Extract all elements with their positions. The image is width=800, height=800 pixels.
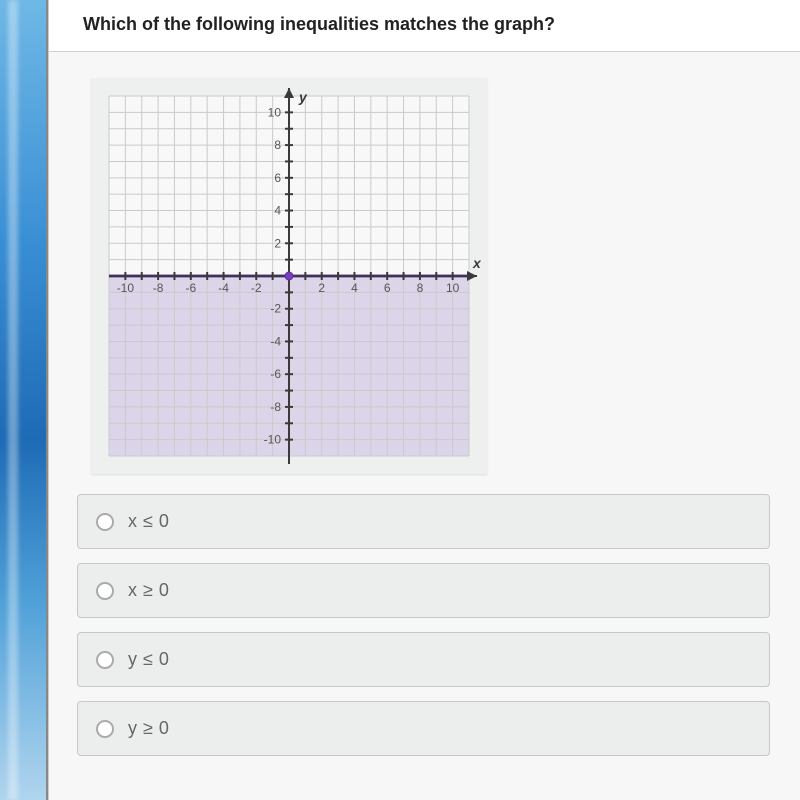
answer-options: x ≤ 0 x ≥ 0 y ≤ 0 y ≥ 0 [49,488,800,756]
window-side-accent [0,0,48,800]
ylabel-n10: -10 [264,433,282,447]
option-a[interactable]: x ≤ 0 [77,494,770,549]
ylabel-6: 6 [274,171,281,185]
option-d[interactable]: y ≥ 0 [77,701,770,756]
option-b[interactable]: x ≥ 0 [77,563,770,618]
xlabel-n6: -6 [185,281,196,295]
radio-icon [96,651,114,669]
option-b-label: x ≥ 0 [128,580,169,601]
ylabel-4: 4 [274,204,281,218]
xlabel-10: 10 [446,281,460,295]
xlabel-4: 4 [351,281,358,295]
option-c[interactable]: y ≤ 0 [77,632,770,687]
graph-region: -10 -8 -6 -4 -2 2 4 6 8 10 10 8 6 4 [49,52,800,488]
ylabel-n8: -8 [270,400,281,414]
inequality-graph: -10 -8 -6 -4 -2 2 4 6 8 10 10 8 6 4 [91,78,487,474]
ylabel-10: 10 [268,105,282,119]
x-axis-label: x [472,255,482,271]
radio-icon [96,720,114,738]
xlabel-n4: -4 [218,281,229,295]
xlabel-8: 8 [417,281,424,295]
ylabel-n6: -6 [270,367,281,381]
xlabel-2: 2 [318,281,325,295]
question-text: Which of the following inequalities matc… [49,0,800,52]
xlabel-n10: -10 [117,281,135,295]
option-c-label: y ≤ 0 [128,649,169,670]
origin-point [285,272,293,280]
graph-card: -10 -8 -6 -4 -2 2 4 6 8 10 10 8 6 4 [91,78,487,474]
option-a-label: x ≤ 0 [128,511,169,532]
xlabel-6: 6 [384,281,391,295]
y-axis-label: y [298,89,308,105]
radio-icon [96,582,114,600]
ylabel-n2: -2 [270,302,281,316]
ylabel-2: 2 [274,236,281,250]
xlabel-n8: -8 [153,281,164,295]
xlabel-n2: -2 [251,281,262,295]
ylabel-n4: -4 [270,334,281,348]
ylabel-8: 8 [274,138,281,152]
option-d-label: y ≥ 0 [128,718,169,739]
content-panel: Which of the following inequalities matc… [48,0,800,800]
radio-icon [96,513,114,531]
